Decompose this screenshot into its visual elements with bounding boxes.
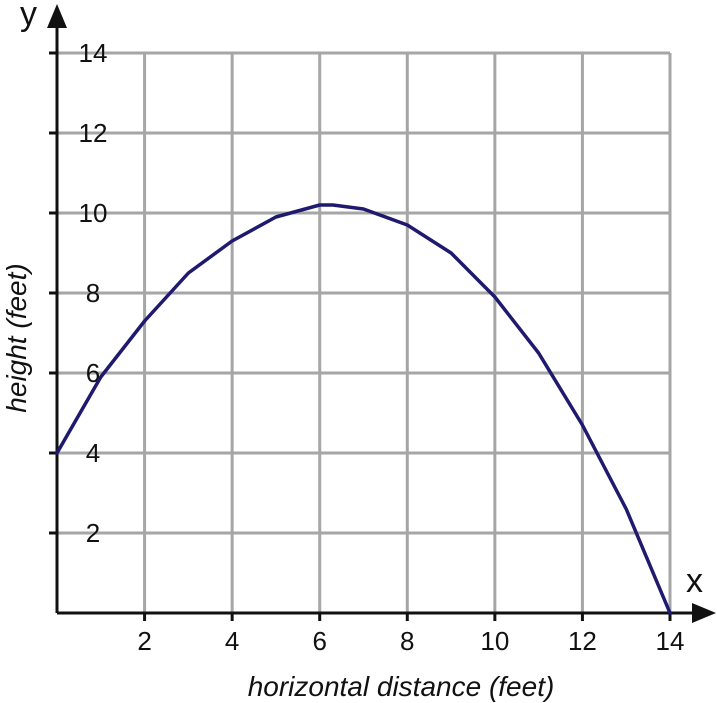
x-tick-label: 6: [312, 626, 326, 656]
x-axis-letter: x: [686, 562, 703, 600]
series-group: [55, 203, 672, 615]
x-tick-label: 14: [656, 626, 685, 656]
x-axis-arrow: [692, 603, 716, 623]
y-axis-arrow: [47, 4, 67, 28]
y-axis-title: height (feet): [1, 263, 32, 412]
x-tick-label: 2: [137, 626, 151, 656]
y-axis-letter: y: [20, 0, 37, 33]
y-tick-label: 8: [86, 278, 100, 308]
x-tick-label: 8: [400, 626, 414, 656]
x-tick-label: 10: [480, 626, 509, 656]
axes: [47, 4, 716, 623]
x-tick-label: 12: [568, 626, 597, 656]
x-axis-title: horizontal distance (feet): [248, 671, 555, 702]
y-tick-label: 14: [79, 38, 108, 68]
series-curve: [55, 203, 672, 615]
y-tick-label: 10: [79, 198, 108, 228]
grid: [57, 51, 672, 613]
y-tick-label: 6: [86, 358, 100, 388]
x-tick-label: 4: [225, 626, 239, 656]
y-tick-label: 2: [86, 518, 100, 548]
y-tick-label: 12: [79, 118, 108, 148]
tick-labels: 2 4 6 8 10 12 14 2 4 6 8 10 12 14: [49, 38, 684, 656]
y-tick-label: 4: [86, 438, 100, 468]
